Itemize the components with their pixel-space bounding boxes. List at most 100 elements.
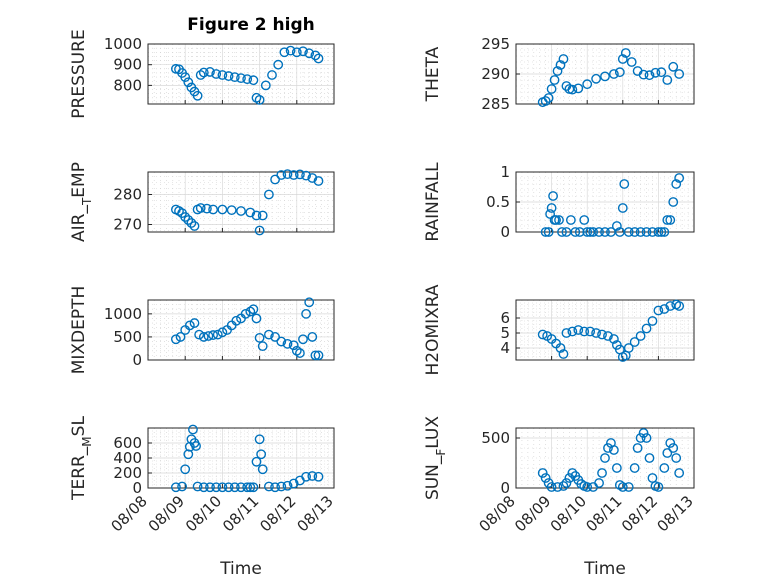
data-point (540, 96, 551, 106)
data-point (288, 170, 299, 180)
axes-frame (147, 171, 335, 233)
data-point (671, 453, 682, 463)
data-point (245, 482, 256, 493)
data-point (597, 468, 607, 478)
x-tick-label: 08/11 (219, 492, 262, 535)
data-point (557, 227, 567, 237)
data-point (229, 482, 240, 493)
data-point (623, 482, 634, 492)
data-point (236, 206, 246, 216)
y-axis-label: THETA (423, 46, 443, 102)
data-point (662, 75, 673, 85)
data-point (211, 482, 222, 493)
data-point (198, 332, 209, 342)
data-point (567, 326, 578, 337)
data-point (582, 227, 593, 237)
data-point (537, 329, 548, 340)
data-point (270, 482, 280, 493)
data-point (254, 332, 265, 343)
data-point (170, 334, 181, 345)
data-point (223, 482, 234, 493)
data-point (614, 67, 625, 78)
data-point (294, 348, 305, 358)
data-point (573, 83, 584, 94)
data-point (203, 331, 214, 341)
data-point (558, 349, 569, 359)
data-point (276, 336, 287, 347)
axes-box (515, 427, 695, 489)
data-point (231, 315, 242, 326)
data-point (558, 54, 569, 64)
data-point (611, 463, 622, 473)
data-point (236, 482, 246, 493)
data-point (313, 176, 324, 186)
data-point (647, 316, 658, 326)
data-point (579, 326, 590, 337)
y-tick-label: 1000 (104, 305, 142, 323)
data-point (540, 473, 551, 483)
y-tick-label: 800 (113, 76, 142, 94)
x-tick-label: 08/12 (256, 492, 299, 535)
x-tick-label: 08/10 (547, 492, 590, 535)
data-point (674, 301, 685, 311)
data-point (629, 337, 640, 347)
data-point (641, 227, 652, 237)
data-point (313, 350, 324, 361)
data-point (208, 330, 219, 340)
y-axis-label: H2OMIXRA (423, 284, 443, 375)
data-point (263, 189, 274, 200)
data-point (635, 227, 646, 237)
data-point (189, 221, 200, 231)
data-point (674, 173, 685, 183)
data-point (548, 191, 558, 201)
data-point (665, 215, 676, 225)
axes-box (515, 43, 695, 105)
data-point (674, 468, 685, 478)
data-point (195, 203, 206, 213)
data-point (273, 59, 284, 70)
data-point (555, 60, 566, 70)
data-point (270, 332, 280, 342)
data-point (656, 227, 667, 237)
y-axis-label: RAINFALL (423, 162, 443, 242)
data-point (307, 471, 318, 481)
data-point (594, 478, 604, 488)
y-tick-label: 0 (132, 479, 142, 497)
data-point (301, 170, 311, 181)
data-point (307, 173, 318, 183)
data-point (291, 345, 302, 356)
data-point (650, 67, 661, 78)
data-point (609, 69, 619, 79)
data-point (279, 47, 290, 58)
data-point (644, 70, 655, 81)
data-point (191, 441, 201, 451)
data-point (180, 212, 191, 222)
data-point (567, 84, 578, 95)
data-point (301, 308, 311, 319)
data-point (180, 464, 191, 475)
subplot-h2omixra: 456 H2OMIXRA (423, 284, 695, 376)
data-point (175, 332, 186, 342)
data-point (567, 468, 578, 478)
y-tick-label: 6 (500, 309, 510, 327)
data-point (668, 61, 679, 72)
data-point (257, 341, 268, 352)
y-tick-label: 600 (113, 434, 142, 452)
data-point (195, 70, 206, 80)
data-point (665, 438, 676, 448)
data-point (254, 225, 265, 236)
data-point (276, 481, 287, 492)
data-point (212, 329, 223, 340)
y-axis-label: AIR_TEMP (69, 162, 94, 242)
data-point (267, 70, 277, 80)
y-tick-label: 400 (113, 449, 142, 467)
subplot-pressure: 800 900 1000 PRESSURE (69, 29, 335, 119)
y-tick-label: 0 (500, 223, 510, 241)
data-point (597, 329, 607, 340)
data-point (644, 453, 655, 463)
y-tick-label: 295 (481, 35, 510, 53)
data-point (582, 482, 593, 492)
data-point (629, 463, 640, 473)
y-axis-label: MIXDEPTH (69, 286, 89, 375)
data-point (632, 443, 643, 453)
